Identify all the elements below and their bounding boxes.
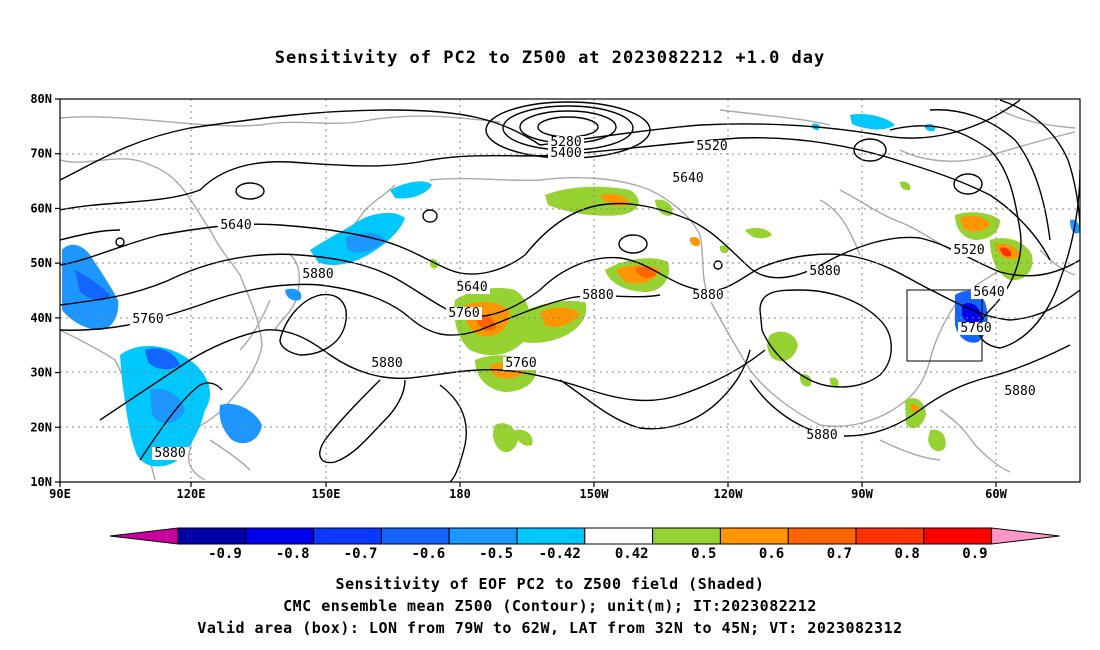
contour-label: 5640 bbox=[973, 285, 1004, 300]
colorbar-segment bbox=[516, 527, 586, 545]
contour-label-bg bbox=[951, 244, 987, 257]
contour-label-bg bbox=[670, 172, 706, 185]
page-title: Sensitivity of PC2 to Z500 at 2023082212… bbox=[274, 48, 826, 68]
colorbar-segment bbox=[855, 527, 925, 545]
contour-label-bg bbox=[503, 357, 539, 370]
contour-label: 5880 bbox=[692, 288, 723, 303]
latitude-axis: 80N 70N 60N 50N 40N 30N 20N 10N bbox=[30, 92, 60, 489]
contour-label: 5520 bbox=[953, 243, 984, 258]
contour-label-bg bbox=[690, 289, 726, 302]
colorbar-label: -0.7 bbox=[344, 546, 378, 562]
colorbar-segment bbox=[177, 527, 247, 545]
contour-label-bg bbox=[446, 307, 482, 320]
lat-label: 40N bbox=[30, 311, 52, 325]
contour-label: 5520 bbox=[696, 139, 727, 154]
colorbar-label: -0.5 bbox=[479, 546, 513, 562]
contour-label-bg bbox=[454, 281, 490, 294]
colorbar-segment bbox=[719, 527, 789, 545]
lat-label: 50N bbox=[30, 256, 52, 270]
contour-label-bg bbox=[548, 147, 584, 160]
contour-label: 5640 bbox=[672, 171, 703, 186]
colorbar-label: -0.6 bbox=[411, 546, 445, 562]
lat-label: 80N bbox=[30, 92, 52, 106]
colorbar-high-arrow bbox=[991, 527, 1060, 545]
colorbar-label: -0.9 bbox=[208, 546, 242, 562]
lon-label: 60W bbox=[985, 487, 1007, 501]
contour-label-bg bbox=[130, 313, 166, 326]
lon-label: 120W bbox=[714, 487, 744, 501]
contour-label: 5880 bbox=[806, 428, 837, 443]
contour-label-bg bbox=[300, 268, 336, 281]
lat-label: 70N bbox=[30, 147, 52, 161]
contour-label: 5760 bbox=[448, 306, 479, 321]
colorbar-segment bbox=[448, 527, 518, 545]
contour-label-bg bbox=[807, 265, 843, 278]
longitude-axis: 90E 120E 150E 180 150W 120W 90W 60W bbox=[49, 482, 1008, 501]
contour-label: 5880 bbox=[582, 288, 613, 303]
colorbar-label: 0.6 bbox=[759, 546, 784, 562]
lon-label: 90W bbox=[851, 487, 873, 501]
contour-label-bg bbox=[958, 322, 994, 335]
colorbar: -0.9 -0.8 -0.7 -0.6 -0.5 -0.42 0.42 0.5 0.6 0.7 0.… bbox=[109, 527, 1060, 562]
caption-line-2: CMC ensemble mean Z500 (Contour); unit(m… bbox=[283, 597, 817, 615]
colorbar-label: 0.7 bbox=[827, 546, 852, 562]
contour-label: 5880 bbox=[809, 264, 840, 279]
contour-label-bg bbox=[971, 286, 1007, 299]
contour-label: 5880 bbox=[302, 267, 333, 282]
colorbar-segment bbox=[787, 527, 857, 545]
colorbar-segment bbox=[652, 527, 721, 545]
contour-label-bg bbox=[1002, 385, 1038, 398]
contour-label: 5760 bbox=[505, 356, 536, 371]
contour-label: 5400 bbox=[550, 146, 581, 161]
caption-line-3: Valid area (box): LON from 79W to 62W, L… bbox=[197, 619, 903, 637]
colorbar-label: -0.42 bbox=[539, 546, 581, 562]
contour-label: 5640 bbox=[220, 218, 251, 233]
lat-label: 60N bbox=[30, 201, 52, 215]
shading-negative bbox=[62, 114, 1080, 467]
contour-label: 5880 bbox=[154, 446, 185, 461]
colorbar-low-arrow bbox=[109, 527, 179, 545]
lon-label: 150E bbox=[312, 487, 341, 501]
colorbar-label: 0.42 bbox=[615, 546, 649, 562]
colorbar-label: 0.5 bbox=[691, 546, 716, 562]
colorbar-segment bbox=[380, 527, 450, 545]
colorbar-label: -0.8 bbox=[276, 546, 310, 562]
lat-label: 30N bbox=[30, 366, 52, 380]
contour-label: 5760 bbox=[960, 321, 991, 336]
caption-line-1: Sensitivity of EOF PC2 to Z500 field (Sh… bbox=[335, 575, 765, 593]
lon-label: 120E bbox=[177, 487, 206, 501]
contour-label-bg bbox=[800, 429, 844, 442]
contour-label-bg bbox=[152, 447, 188, 460]
contour-label: 5880 bbox=[371, 356, 402, 371]
colorbar-segment bbox=[584, 527, 654, 545]
contour-label: 5280 bbox=[550, 135, 581, 150]
contour-label: 5640 bbox=[456, 280, 487, 295]
contour-label-bg bbox=[694, 140, 730, 153]
colorbar-segment bbox=[245, 527, 315, 545]
colorbar-label: 0.8 bbox=[895, 546, 920, 562]
contour-label-bg bbox=[218, 219, 254, 232]
contour-label: 5760 bbox=[132, 312, 163, 327]
lon-label: 180 bbox=[449, 487, 471, 501]
lat-label: 20N bbox=[30, 420, 52, 434]
contour-label-bg bbox=[369, 357, 405, 370]
colorbar-segment bbox=[313, 527, 382, 545]
contour-label-bg bbox=[548, 136, 584, 149]
contour-label-bg bbox=[580, 289, 616, 302]
colorbar-label: 0.9 bbox=[962, 546, 987, 562]
contour-label: 5880 bbox=[1004, 384, 1035, 399]
colorbar-segment bbox=[923, 527, 993, 545]
lat-label: 10N bbox=[30, 475, 52, 489]
map-frame bbox=[59, 98, 1081, 483]
lon-label: 150W bbox=[580, 487, 610, 501]
lon-label: 90E bbox=[49, 487, 71, 501]
